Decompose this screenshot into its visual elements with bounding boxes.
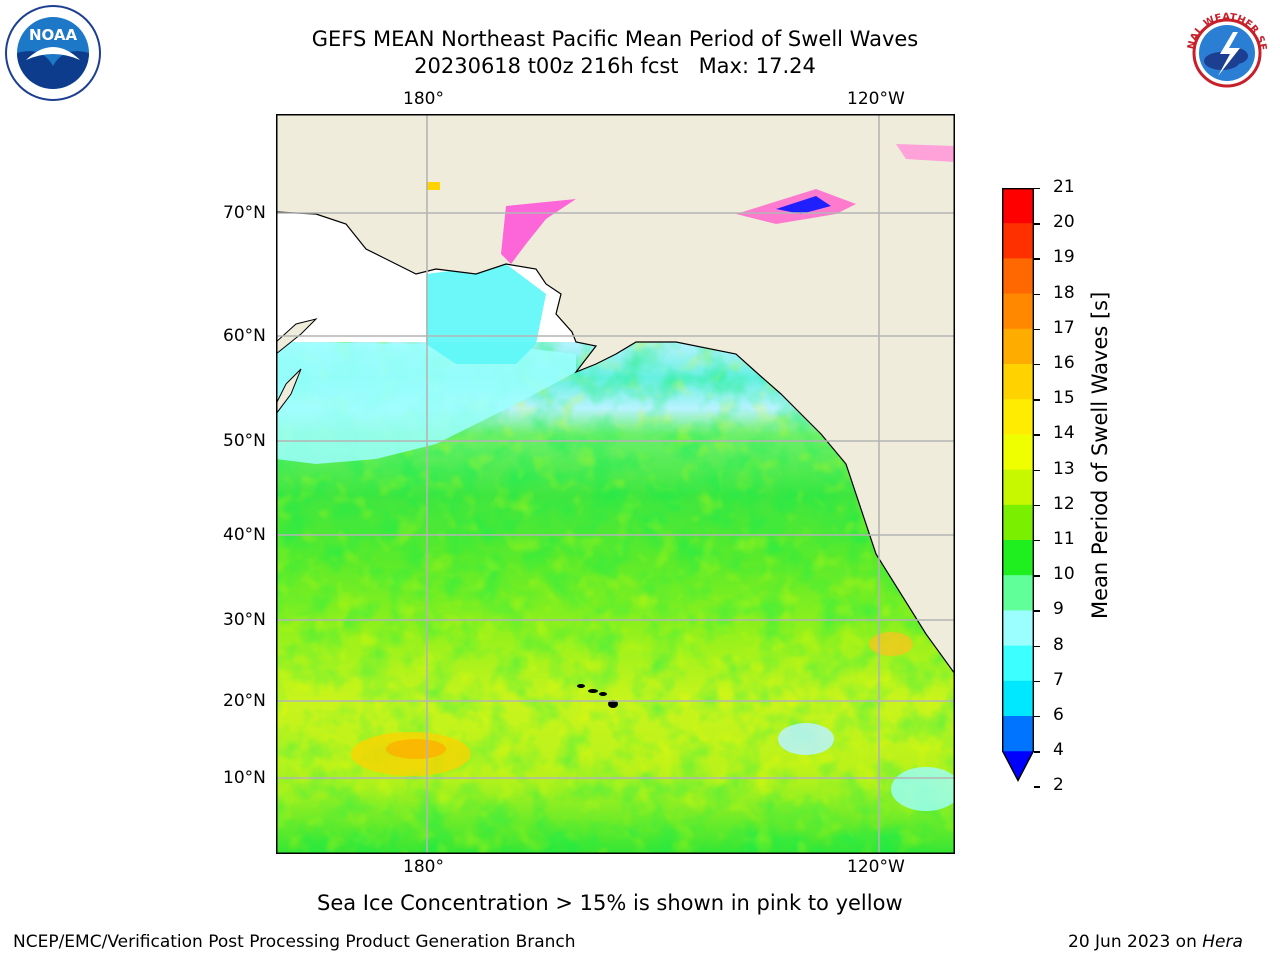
map-frame [276,114,955,854]
lon-label-bottom-120w: 120°W [847,857,905,877]
colorbar-segment [1002,399,1034,435]
colorbar-tick-mark [1034,293,1040,295]
colorbar-tick-mark [1034,575,1040,577]
hawaii-island-4 [608,700,618,708]
colorbar-segment [1002,434,1034,471]
colorbar-tick-label: 9 [1053,599,1064,620]
colorbar-segment [1002,680,1034,717]
colorbar-tick-mark [1034,540,1040,542]
lon-label-top-180: 180° [403,89,444,109]
tropical-patch-1 [778,723,834,755]
colorbar-tick-label: 7 [1053,669,1064,690]
bering-strait-field [426,264,546,364]
colorbar-segment [1002,293,1034,330]
colorbar-tick-mark [1034,223,1040,225]
bering-sea-low-period [276,342,576,464]
colorbar-tick-mark [1034,786,1040,788]
colorbar-tick-mark [1034,469,1040,471]
colorbar-segment [1002,575,1034,611]
land-mass [275,113,956,676]
colorbar-tick-mark [1034,258,1040,260]
colorbar-segment [1002,258,1034,295]
california-patch [869,632,913,656]
graticule [276,114,955,854]
lat-label-70n: 70°N [223,203,266,223]
footer-date-text: 20 Jun 2023 on [1068,932,1203,952]
colorbar-tick-mark [1034,504,1040,507]
hawaii-island-1 [577,684,585,688]
colorbar-tick-mark [1034,716,1040,718]
noaa-logo: NOAA [4,4,102,102]
swell-max-core [386,739,446,759]
colorbar-segment [1002,645,1034,682]
colorbar-tick-label: 21 [1053,177,1075,197]
colorbar-tick-label: 20 [1053,212,1075,233]
hawaii-island-2 [588,689,598,693]
colorbar-tick-mark [1034,751,1040,753]
colorbar-segment [1002,504,1034,541]
lat-label-50n: 50°N [223,431,266,451]
footer-credit: NCEP/EMC/Verification Post Processing Pr… [13,932,576,952]
lat-label-30n: 30°N [223,610,266,630]
colorbar-tick-label: 10 [1053,564,1075,585]
colorbar-segment [1002,716,1034,752]
colorbar-segment [1002,610,1034,647]
map-panel [275,113,961,854]
colorbar-svg [1002,188,1034,783]
colorbar-tick-mark [1034,434,1040,436]
colorbar-segment [1002,540,1034,576]
chart-title: GEFS MEAN Northeast Pacific Mean Period … [311,27,919,51]
noaa-logo-text: NOAA [29,26,78,44]
colorbar-tick-label: 17 [1053,317,1075,338]
colorbar-tick-mark [1034,188,1040,190]
colorbar-tick-label: 2 [1053,775,1064,796]
colorbar-tick-label: 16 [1053,353,1075,373]
colorbar-tick-label: 12 [1053,493,1075,514]
footer-machine: Hera [1202,932,1243,952]
map-svg [275,113,961,854]
lat-label-20n: 20°N [223,691,266,711]
sea-ice-caption: Sea Ice Concentration > 15% is shown in … [317,891,903,915]
sea-ice-arctic-archipelago [896,144,955,162]
colorbar-segment [1002,469,1034,506]
colorbar-tick-label: 18 [1053,282,1075,303]
colorbar-label: Mean Period of Swell Waves [s] [1088,291,1112,619]
colorbar-tick-label: 4 [1053,740,1064,761]
colorbar-segment [1002,188,1034,224]
colorbar-tick-label: 11 [1053,529,1075,549]
footer-date: 20 Jun 2023 on Hera [1068,932,1243,952]
colorbar-tick-mark [1034,645,1040,647]
hawaii-island-3 [599,692,607,696]
colorbar-outline [1002,188,1034,783]
lat-label-60n: 60°N [223,326,266,346]
colorbar-tick-label: 19 [1053,247,1075,268]
colorbar-tick-label: 15 [1053,388,1075,409]
colorbar-tick-mark [1034,399,1040,401]
colorbar [1002,188,1034,783]
sea-ice-beaufort-core [776,196,831,214]
lat-label-40n: 40°N [223,525,266,545]
lon-label-bottom-180: 180° [403,857,444,877]
colorbar-segment [1002,328,1034,365]
colorbar-tick-label: 6 [1053,705,1064,725]
sea-ice-chukchi [501,199,576,264]
chart-subtitle: 20230618 t00z 216h fcst Max: 17.24 [414,54,816,78]
colorbar-tick-label: 13 [1053,458,1075,479]
colorbar-tick-mark [1034,610,1040,612]
lon-label-top-120w: 120°W [847,89,905,109]
colorbar-tick-mark [1034,328,1040,331]
colorbar-tick-label: 14 [1053,423,1075,444]
sea-ice-spot [426,182,440,190]
colorbar-tick-mark [1034,680,1040,683]
colorbar-segment [1002,364,1034,400]
colorbar-extend-triangle [1002,751,1034,782]
colorbar-segment [1002,223,1034,259]
colorbar-tick-label: 8 [1053,634,1064,655]
national-weather-service-logo: NATIONAL WEATHER SERVICE [1174,0,1276,102]
colorbar-tick-mark [1034,364,1040,366]
lat-label-10n: 10°N [223,768,266,788]
